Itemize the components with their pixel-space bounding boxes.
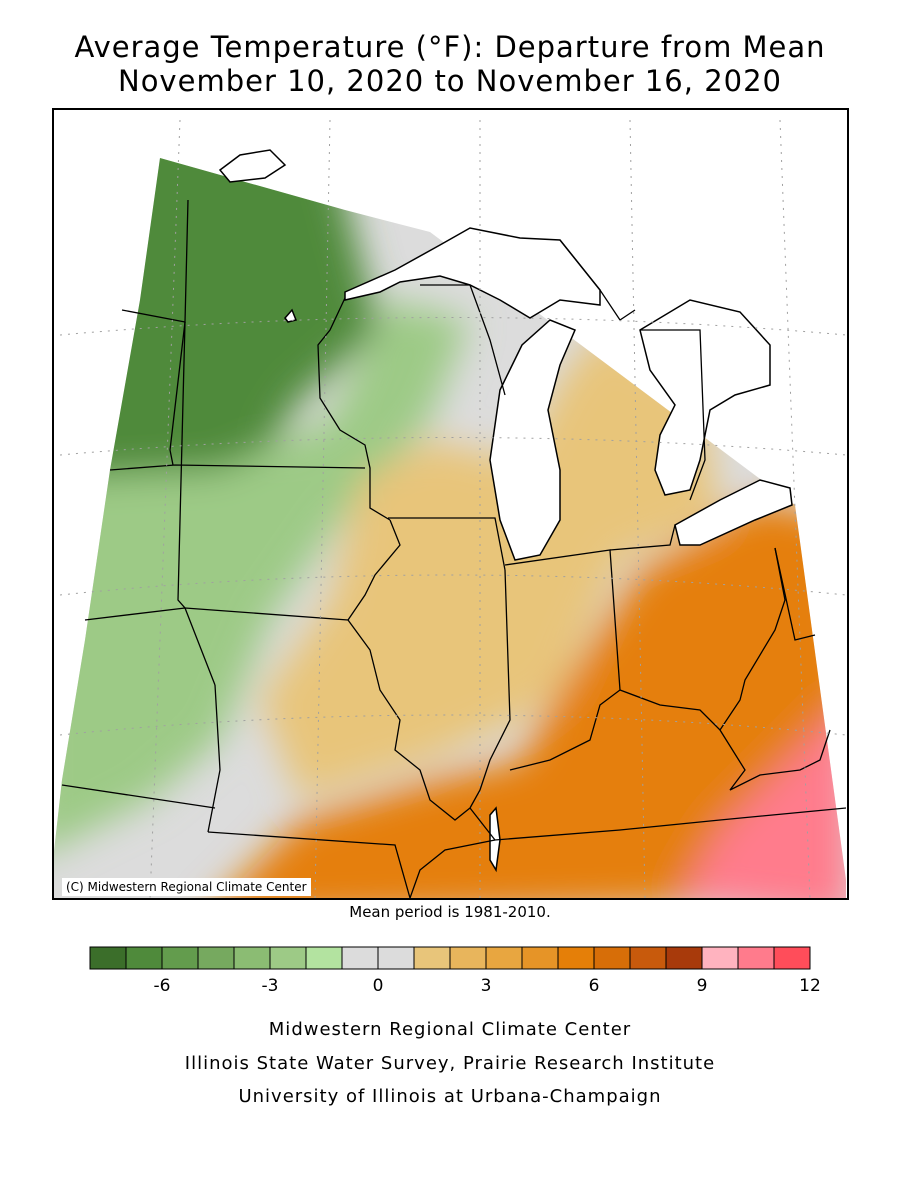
- legend-swatch: [89, 946, 127, 970]
- anomaly-region-east-central: [260, 330, 720, 800]
- border-ky-va: [719, 729, 831, 791]
- border-mn-sd: [169, 321, 186, 466]
- border-mo-ar: [409, 839, 496, 899]
- legend-swatch: [377, 946, 415, 970]
- map-frame: [52, 108, 849, 900]
- legend-swatch: [269, 946, 307, 970]
- border-mi-on: [640, 329, 706, 501]
- map-date-range: November 10, 2020 to November 16, 2020: [118, 64, 782, 98]
- legend-swatch: [485, 946, 523, 970]
- border-mn-wi: [317, 297, 391, 521]
- footer-line-2: Illinois State Water Survey, Prairie Res…: [184, 1053, 716, 1074]
- lake-superior: [344, 227, 601, 319]
- mean-period-note: Mean period is 1981-2010.: [349, 903, 551, 921]
- border-il-mo: [347, 619, 471, 821]
- legend-swatch: [557, 946, 595, 970]
- lake-michigan: [489, 319, 576, 561]
- legend-tick-label: 6: [589, 976, 600, 996]
- legend-swatch: [413, 946, 451, 970]
- map-credit: (C) Midwestern Regional Climate Center: [62, 878, 311, 896]
- border-sd-ne: [177, 321, 216, 686]
- border-il-in: [469, 569, 511, 809]
- legend-swatch: [341, 946, 379, 970]
- graticule: [59, 119, 847, 899]
- anomaly-region-west-central: [53, 300, 470, 860]
- border-ia-il-north: [347, 519, 401, 621]
- lake-huron: [639, 299, 771, 496]
- legend-tick-label: -6: [154, 976, 171, 996]
- border-mn-ia: [109, 464, 366, 471]
- border-oh-ky-wv: [619, 547, 786, 732]
- border-wi-il: [388, 517, 506, 571]
- legend-swatch: [701, 946, 739, 970]
- great-lakes: [218, 149, 793, 873]
- color-legend: -6 -3 0 3 6 9 12: [89, 946, 821, 996]
- legend-swatch: [233, 946, 271, 970]
- border-ia-mo: [84, 607, 349, 621]
- border-ne-ks-line: [61, 784, 216, 809]
- anomaly-region-southeast: [200, 500, 846, 899]
- footer-line-3: University of Illinois at Urbana-Champai…: [238, 1086, 662, 1107]
- legend-swatch: [449, 946, 487, 970]
- lake-of-the-woods: [218, 149, 287, 183]
- legend-tick-label: -3: [262, 976, 279, 996]
- border-ks-mo-ok: [207, 831, 411, 899]
- anomaly-region-far-southeast: [680, 700, 846, 899]
- legend-tick-label: 0: [373, 976, 384, 996]
- border-mi-oh: [609, 524, 676, 551]
- lake-erie: [674, 479, 793, 546]
- legend-swatch: [521, 946, 559, 970]
- legend-swatch: [629, 946, 667, 970]
- border-ne-ks: [207, 684, 221, 833]
- legend-tick-label: 12: [799, 976, 821, 996]
- border-ky-tn: [469, 807, 847, 841]
- legend-swatch: [197, 946, 235, 970]
- legend-swatch: [665, 946, 703, 970]
- map-title: Average Temperature (°F): Departure from…: [74, 30, 826, 64]
- border-mi-up: [559, 239, 636, 321]
- state-borders: [61, 199, 847, 899]
- legend-tick-label: 3: [481, 976, 492, 996]
- legend-swatch: [773, 946, 811, 970]
- mille-lacs-lake: [284, 308, 298, 323]
- legend-swatch: [161, 946, 199, 970]
- legend-tick-label: 9: [697, 976, 708, 996]
- legend-swatch: [305, 946, 343, 970]
- legend-swatch: [125, 946, 163, 970]
- legend-swatch: [593, 946, 631, 970]
- border-oh-pa: [774, 547, 816, 641]
- footer-line-1: Midwestern Regional Climate Center: [268, 1019, 632, 1040]
- legend-swatch: [737, 946, 775, 970]
